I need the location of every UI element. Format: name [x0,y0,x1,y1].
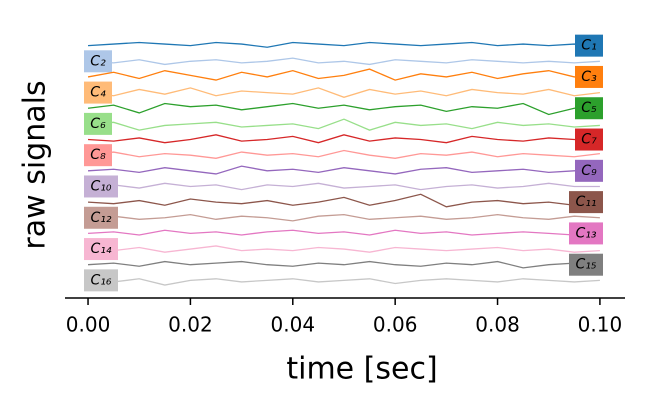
x-tick-label: 0.04 [271,313,316,337]
series-label-box [84,175,118,198]
series-label: C₁₅ [576,257,597,273]
signal-line [87,182,600,191]
signal-line [87,193,600,208]
series-label: C₂ [90,53,106,69]
signal-line [87,165,600,175]
series-label-box [84,269,118,292]
signal-line [87,68,600,81]
signal-line [87,134,600,144]
series-label: C₃ [581,69,597,85]
x-tick-label: 0.06 [373,313,418,337]
signal-line [87,229,600,236]
signal-line [87,260,600,269]
series-label-box [575,97,603,120]
series-label-box [575,34,603,57]
series-label-box [84,238,118,261]
signal-line [87,102,600,116]
series-label: C₈ [90,147,106,163]
series-label: C₇ [581,132,597,148]
signal-line [87,87,600,98]
x-tick-label: 0.02 [168,313,213,337]
series-label: C₆ [90,116,106,132]
x-tick-label: 0.00 [66,313,111,337]
series-label: C₁ [581,38,596,54]
series-label-box [84,144,112,167]
x-axis-label: time [sec] [286,352,437,387]
y-axis-label: raw signals [18,80,53,249]
series-label-box [569,191,603,214]
signal-line [87,149,600,159]
series-label: C₉ [581,163,597,179]
series-label: C₁₀ [91,178,112,194]
signal-line [87,118,600,131]
series-label-box [575,128,603,151]
series-label: C₁₆ [91,272,112,288]
signal-line [87,278,600,286]
series-label: C₁₄ [91,241,112,257]
series-label-box [84,206,118,229]
series-label: C₅ [581,100,597,116]
series-label-box [575,159,603,182]
series-label-box [569,253,603,276]
series-label: C₁₁ [576,194,597,210]
series-label: C₄ [90,85,106,101]
series-label-box [84,112,112,135]
series-label-box [569,222,603,245]
series-label-box [84,81,112,104]
x-tick-label: 0.08 [475,313,520,337]
signal-line [87,213,600,222]
series-label-box [575,65,603,88]
series-label: C₁₃ [576,225,597,241]
signal-line [87,41,600,48]
x-tick-label: 0.10 [578,313,623,337]
signal-line [87,245,600,253]
signal-line [87,57,600,66]
series-label: C₁₂ [91,210,112,226]
series-label-box [84,50,112,73]
